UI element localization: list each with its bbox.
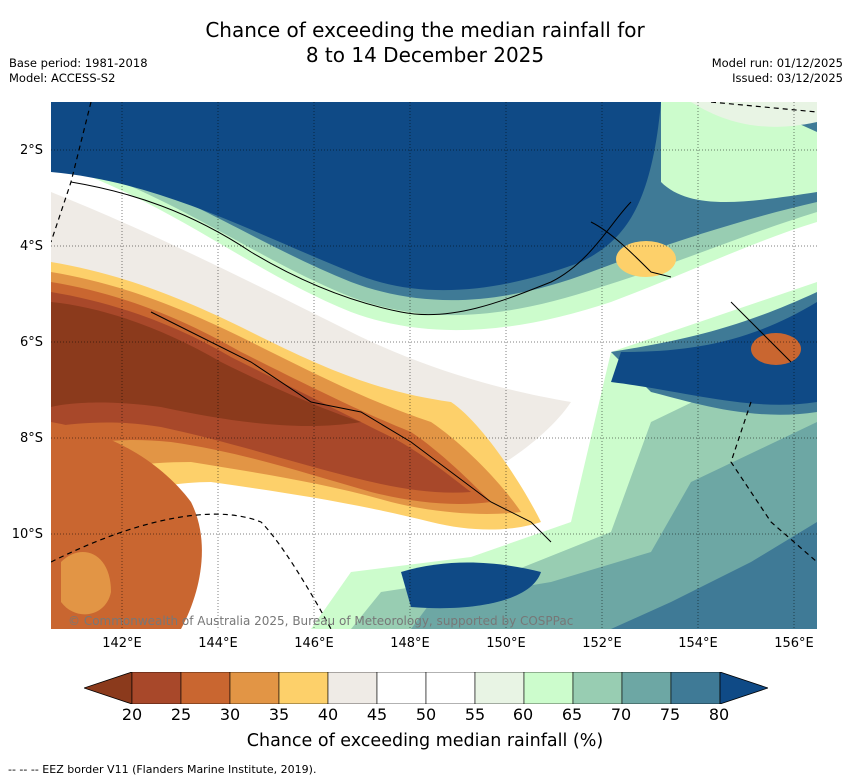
zone-70-75 — [411, 422, 817, 629]
issued-text: Issued: 03/12/2025 — [732, 71, 843, 85]
colorbar-tick-65: 65 — [561, 705, 583, 724]
base-period-info: Base period: 1981-2018 Model: ACCESS-S2 — [9, 56, 148, 86]
colorbar-bin-20-25 — [131, 672, 182, 704]
zone-80-east — [611, 302, 817, 405]
colorbar-bin-65-70 — [572, 672, 623, 704]
colorbar-title: Chance of exceeding median rainfall (%) — [246, 731, 604, 751]
lon-label-156e: 156°E — [774, 636, 814, 651]
lon-label-148e: 148°E — [390, 636, 430, 651]
lat-label-8s: 8°S — [19, 431, 43, 446]
colorbar-tick-45: 45 — [366, 705, 388, 724]
colorbar-tick-70: 70 — [610, 705, 632, 724]
colorbar-tick-35: 35 — [268, 705, 290, 724]
colorbar-tick-80: 80 — [708, 705, 730, 724]
coastline-bougainville — [730, 301, 792, 363]
title-line-1: Chance of exceeding the median rainfall … — [205, 18, 645, 42]
model-run-info: Model run: 01/12/2025 Issued: 03/12/2025 — [712, 56, 843, 86]
colorbar — [84, 672, 768, 704]
colorbar-bin-35-40 — [278, 672, 329, 704]
colorbar-tick-40: 40 — [317, 705, 339, 724]
colorbar-bin-60-65 — [523, 672, 574, 704]
chart-title: Chance of exceeding the median rainfall … — [0, 18, 850, 68]
eez-border-east — [730, 401, 817, 563]
lat-label-6s: 6°S — [19, 335, 43, 350]
colorbar-bin-70-75 — [621, 672, 672, 704]
model-run-text: Model run: 01/12/2025 — [711, 56, 843, 70]
copyright-notice: © Commonwealth of Australia 2025, Bureau… — [68, 614, 574, 628]
lon-label-152e: 152°E — [582, 636, 622, 651]
eez-border-south — [51, 513, 332, 629]
gridlines — [51, 102, 817, 629]
colorbar-bin-45-50 — [376, 672, 427, 704]
zone-80-north — [51, 102, 661, 291]
colorbar-bin-50-55 — [425, 672, 476, 704]
base-period-text: Base period: 1981-2018 — [9, 56, 148, 70]
eez-border-west — [51, 102, 92, 243]
colorbar-bin-75-80 — [670, 672, 721, 704]
colorbar-tick-20: 20 — [121, 705, 143, 724]
lon-label-146e: 146°E — [294, 636, 334, 651]
spot-bougainville — [751, 333, 801, 365]
colorbar-tick-55: 55 — [464, 705, 486, 724]
colorbar-bin-30-35 — [229, 672, 280, 704]
lon-label-142e: 142°E — [102, 636, 142, 651]
colorbar-tick-60: 60 — [512, 705, 534, 724]
spot-new-ireland — [616, 241, 676, 277]
coastline-north — [70, 181, 632, 316]
rainfall-map — [51, 102, 817, 629]
colorbar-tick-25: 25 — [170, 705, 192, 724]
colorbar-bin-25-30 — [180, 672, 231, 704]
lon-label-144e: 144°E — [198, 636, 238, 651]
lat-label-2s: 2°S — [19, 143, 43, 158]
zone-75-80-south — [611, 522, 817, 629]
colorbar-tick-75: 75 — [659, 705, 681, 724]
colorbar-extend-high — [719, 672, 768, 704]
colorbar-bin-55-60 — [474, 672, 525, 704]
zone-below-20 — [51, 302, 361, 427]
lon-label-154e: 154°E — [678, 636, 718, 651]
colorbar-tick-50: 50 — [415, 705, 437, 724]
colorbar-tick-30: 30 — [219, 705, 241, 724]
colorbar-bin-40-45 — [327, 672, 378, 704]
zone-southwest-orange — [61, 552, 111, 615]
title-line-2: 8 to 14 December 2025 — [305, 43, 545, 67]
lat-label-10s: 10°S — [11, 527, 43, 542]
zone-northeast-pale — [691, 102, 817, 127]
colorbar-extend-low — [84, 672, 133, 704]
model-text: Model: ACCESS-S2 — [9, 71, 116, 85]
eez-footnote: -- -- -- EEZ border V11 (Flanders Marine… — [8, 763, 317, 776]
lat-label-4s: 4°S — [19, 239, 43, 254]
zone-northeast-green — [661, 102, 817, 202]
lon-label-150e: 150°E — [486, 636, 526, 651]
coastline-south — [150, 311, 552, 543]
